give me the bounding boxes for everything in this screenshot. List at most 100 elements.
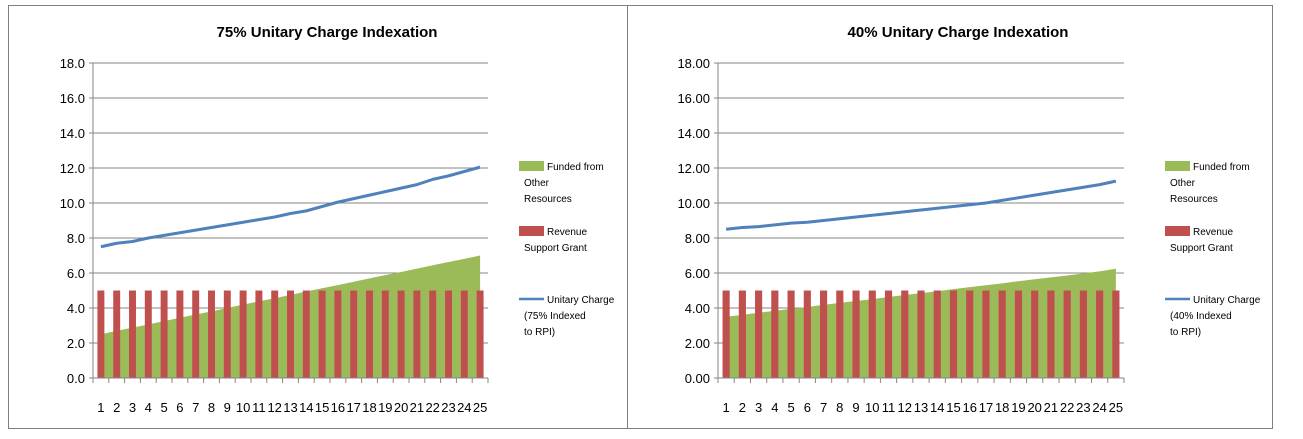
y-tick-label: 4.0 [67,301,85,316]
x-tick-label: 15 [315,400,329,415]
y-tick-label: 14.0 [60,126,85,141]
bar-revenue-support-grant [803,290,811,378]
x-tick-label: 23 [441,400,455,415]
x-tick-label: 9 [852,400,859,415]
x-tick-label: 17 [979,400,993,415]
x-tick-label: 20 [1027,400,1041,415]
bar-revenue-support-grant [113,290,121,378]
x-tick-label: 5 [160,400,167,415]
x-tick-label: 2 [113,400,120,415]
y-tick-label: 4.00 [685,301,710,316]
x-tick-label: 15 [946,400,960,415]
chart-title: 40% Unitary Charge Indexation [848,24,1069,41]
x-tick-label: 22 [425,400,439,415]
chart-40-percent-indexation: 40% Unitary Charge Indexation 0.00 2.00 4.0… [677,24,1260,415]
bar-revenue-support-grant [397,290,405,378]
bar-revenue-support-grant [1014,290,1023,378]
chart-title: 75% Unitary Charge Indexation [217,24,438,41]
y-tick-label: 14.00 [677,126,710,141]
legend-label: Resources [1170,194,1218,205]
legend-label: (40% Indexed [1170,311,1232,322]
y-tick-label: 2.0 [67,336,85,351]
x-tick-label: 4 [145,400,152,415]
bar-revenue-support-grant [1112,290,1120,378]
bar-revenue-support-grant [998,290,1006,378]
chart-75-percent-indexation: 75% Unitary Charge Indexation 0.0 2.0 4.0 6.… [60,24,615,415]
bar-revenue-support-grant [176,290,184,378]
bar-revenue-support-grant [239,290,247,378]
x-tick-label: 21 [410,400,424,415]
bar-revenue-support-grant [787,290,795,378]
x-tick-label: 13 [283,400,297,415]
y-tick-label: 12.0 [60,161,85,176]
x-tick-label: 10 [865,400,879,415]
legend-label: Revenue [547,227,587,238]
legend-label: to RPI) [524,327,555,338]
bar-revenue-support-grant [334,290,342,378]
bar-revenue-support-grant [223,290,231,378]
bar-revenue-support-grant [129,290,136,378]
y-tick-label: 16.0 [60,91,85,106]
bar-revenue-support-grant [318,290,326,378]
bar-revenue-support-grant [819,290,828,378]
legend-swatch-area [1165,161,1190,171]
legend-label: Other [524,178,550,189]
bar-revenue-support-grant [192,290,200,378]
x-tick-label: 16 [962,400,976,415]
y-tick-label: 0.0 [67,371,85,386]
legend-label: Resources [524,194,572,205]
x-tick-label: 2 [739,400,746,415]
x-tick-label: 14 [930,400,944,415]
bar-revenue-support-grant [933,290,941,378]
x-tick-label: 18 [362,400,376,415]
x-tick-label: 3 [129,400,136,415]
x-tick-label: 9 [224,400,231,415]
bar-revenue-support-grant [868,290,876,378]
x-tick-label: 4 [771,400,778,415]
y-tick-label: 16.00 [677,91,710,106]
bar-revenue-support-grant [966,290,974,378]
bar-revenue-support-grant [1096,290,1104,378]
bar-revenue-support-grant [97,290,105,378]
x-tick-label: 11 [252,400,266,415]
x-tick-label: 19 [378,400,392,415]
legend-label: Support Grant [1170,243,1233,254]
x-tick-label: 6 [176,400,183,415]
x-tick-label: 18 [995,400,1009,415]
bar-revenue-support-grant [884,290,893,378]
bar-revenue-support-grant [366,290,373,378]
legend-label: to RPI) [1170,327,1201,338]
bar-revenue-support-grant [1079,290,1087,378]
bar-revenue-support-grant [1031,290,1039,378]
line-unitary-charge [725,179,1117,231]
legend-swatch-bar [519,226,544,236]
x-tick-label: 19 [1011,400,1025,415]
legend-label: Support Grant [524,243,587,254]
x-tick-label: 6 [804,400,811,415]
x-tick-label: 5 [787,400,794,415]
x-tick-label: 1 [723,400,730,415]
bar-revenue-support-grant [160,290,168,378]
bar-revenue-support-grant [381,290,389,378]
x-tick-label: 7 [820,400,827,415]
x-tick-label: 25 [473,400,487,415]
legend-swatch-bar [1165,226,1190,236]
y-tick-label: 2.00 [685,336,710,351]
x-tick-label: 12 [898,400,912,415]
bar-revenue-support-grant [144,290,152,378]
bar-revenue-support-grant [302,290,310,378]
bar-revenue-support-grant [1063,290,1071,378]
x-tick-label: 25 [1109,400,1123,415]
x-tick-label: 14 [299,400,313,415]
bar-revenue-support-grant [901,290,909,378]
bar-revenue-support-grant [836,290,844,378]
x-tick-label: 12 [267,400,281,415]
x-tick-label: 24 [457,400,471,415]
x-tick-label: 24 [1092,400,1106,415]
bar-revenue-support-grant [949,290,958,378]
y-tick-label: 18.00 [677,56,710,71]
x-tick-label: 8 [208,400,215,415]
chart-panel-75: 75% Unitary Charge Indexation 0.0 2.0 4.0 6.… [8,5,628,429]
legend-swatch-area [519,161,544,171]
legend-label: Funded from [1193,162,1250,173]
